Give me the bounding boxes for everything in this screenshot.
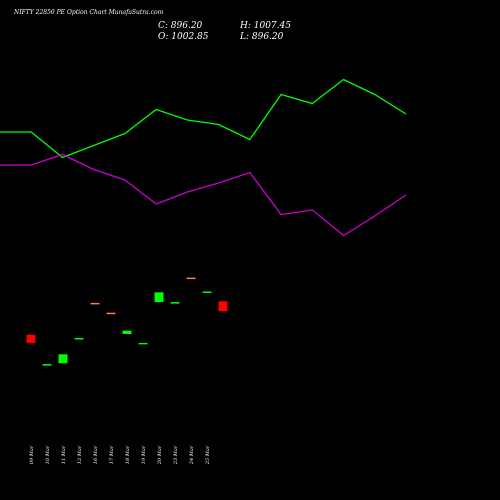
open-readout: O: 1002.85 (158, 32, 209, 42)
x-tick-label: 20 Mar (157, 445, 163, 465)
x-axis-ticks: 09 Mar 10 Mar 11 Mar 12 Mar 16 Mar 17 Mar 18 M… (29, 445, 211, 465)
x-tick-label: 11 Mar (61, 445, 67, 464)
x-tick-label: 10 Mar (45, 445, 51, 464)
candle-8 (138, 342, 148, 345)
candle-9 (154, 292, 164, 303)
close-readout: C: 896.20 (158, 21, 203, 31)
candle-3 (58, 354, 68, 364)
indicator-lines (0, 78, 407, 237)
candles-group (26, 277, 228, 366)
candle-11 (186, 277, 196, 280)
x-tick-label: 25 Mar (205, 445, 211, 465)
indicator-line-1 (0, 78, 407, 159)
candle-7 (122, 330, 132, 334)
high-readout: H: 1007.45 (239, 21, 291, 31)
x-tick-label: 12 Mar (77, 445, 83, 464)
candle-13 (218, 301, 228, 312)
candle-6 (106, 312, 116, 315)
indicator-line-2 (0, 153, 407, 237)
chart-title: NIFTY 22850 PE Option Chart MunafaSutra.… (13, 9, 164, 16)
x-tick-label: 09 Mar (29, 445, 35, 464)
candle-5 (90, 302, 100, 305)
low-readout: L: 896.20 (239, 32, 284, 42)
candle-2 (42, 364, 52, 366)
x-tick-label: 19 Mar (141, 445, 147, 464)
candle-12 (202, 291, 212, 293)
x-tick-label: 24 Mar (189, 445, 195, 465)
x-tick-label: 17 Mar (109, 445, 115, 464)
candle-10 (170, 302, 180, 304)
candle-4 (74, 338, 84, 340)
x-tick-label: 18 Mar (125, 445, 131, 464)
candle-1 (26, 334, 36, 343)
x-tick-label: 23 Mar (173, 445, 179, 465)
x-tick-label: 16 Mar (93, 445, 99, 464)
